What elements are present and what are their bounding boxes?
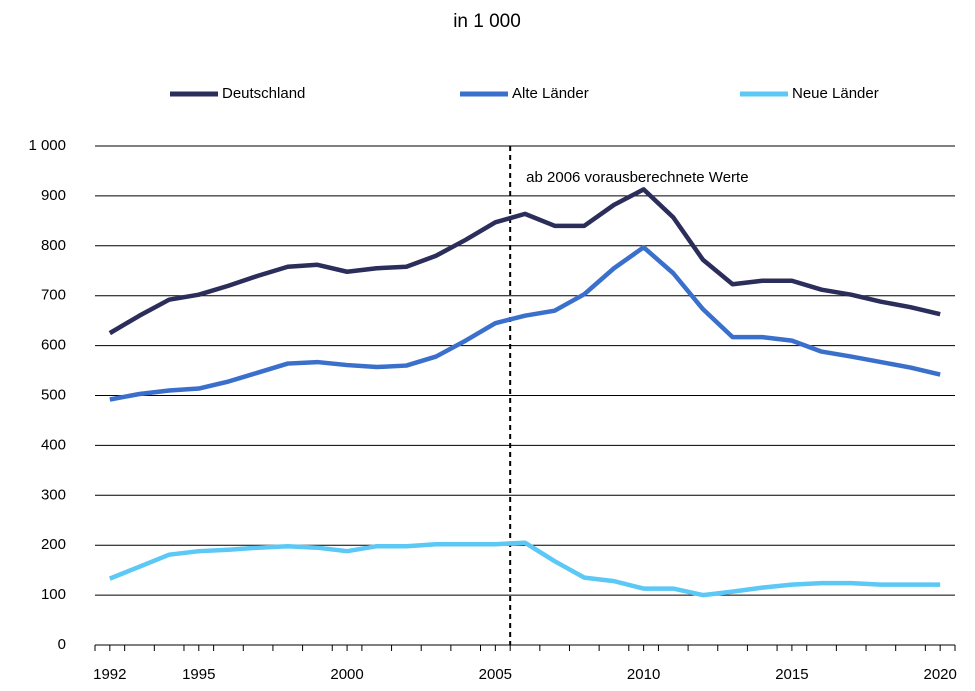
- legend-label: Deutschland: [222, 85, 305, 102]
- y-tick-label: 900: [41, 187, 66, 204]
- y-tick-label: 700: [41, 287, 66, 304]
- y-tick-label: 500: [41, 386, 66, 403]
- y-tick-label: 800: [41, 237, 66, 254]
- line-series: [109, 245, 941, 402]
- y-tick-label: 100: [41, 586, 66, 603]
- x-tick-label: 2020: [923, 666, 956, 683]
- legend-label: Neue Länder: [792, 85, 879, 102]
- y-tick-label: 1 000: [28, 137, 66, 154]
- line-series: [108, 187, 941, 336]
- x-tick-label: 2005: [479, 666, 512, 683]
- chart-title: in 1 000: [453, 11, 521, 32]
- x-tick-label: 1995: [182, 666, 215, 683]
- x-tick-label: 2010: [627, 666, 660, 683]
- x-tick-label: 2015: [775, 666, 808, 683]
- y-tick-label: 400: [41, 436, 66, 453]
- legend-label: Alte Länder: [512, 85, 589, 102]
- x-tick-label: 1992: [93, 666, 126, 683]
- y-tick-label: 0: [58, 636, 66, 653]
- y-tick-label: 300: [41, 486, 66, 503]
- line-series: [108, 540, 941, 598]
- y-tick-label: 200: [41, 536, 66, 553]
- annotation: ab 2006 vorausberechnete Werte: [526, 169, 748, 186]
- x-tick-label: 2000: [330, 666, 363, 683]
- y-tick-label: 600: [41, 337, 66, 354]
